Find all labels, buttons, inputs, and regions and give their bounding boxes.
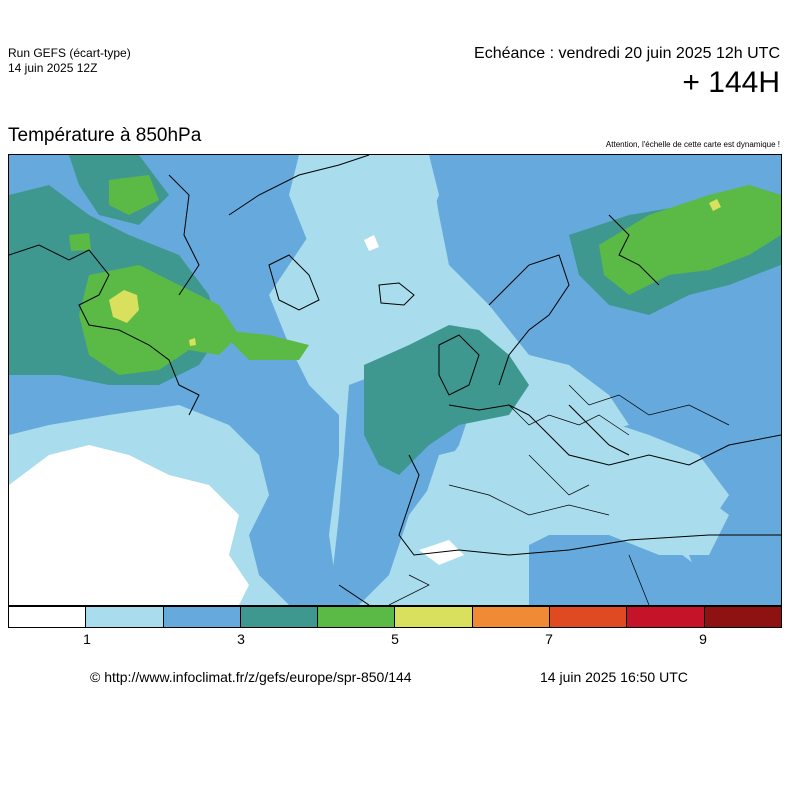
scale-label-1: 1 bbox=[83, 631, 91, 647]
scale-swatch-2 bbox=[163, 607, 241, 627]
scale-swatch-4 bbox=[318, 607, 396, 627]
scale-swatch-9 bbox=[704, 607, 781, 627]
generation-timestamp: 14 juin 2025 16:50 UTC bbox=[540, 669, 688, 685]
weather-map[interactable] bbox=[8, 154, 782, 606]
lead-time: + 144H bbox=[682, 66, 780, 99]
run-date: 14 juin 2025 12Z bbox=[8, 61, 98, 75]
scale-swatch-1 bbox=[86, 607, 164, 627]
scale-swatch-8 bbox=[627, 607, 705, 627]
color-scale-bar bbox=[8, 606, 782, 628]
map-parameter-title: Température à 850hPa bbox=[8, 125, 202, 146]
scale-label-5: 5 bbox=[391, 631, 399, 647]
scale-swatch-5 bbox=[395, 607, 473, 627]
coastlines bbox=[9, 155, 781, 605]
spread-field bbox=[9, 155, 781, 605]
scale-swatch-7 bbox=[550, 607, 628, 627]
scale-label-7: 7 bbox=[545, 631, 553, 647]
spread-band-5-6 bbox=[109, 199, 721, 346]
scale-swatch-0 bbox=[9, 607, 87, 627]
scale-label-3: 3 bbox=[237, 631, 245, 647]
dynamic-scale-warning: Attention, l'échelle de cette carte est … bbox=[605, 140, 780, 149]
source-link[interactable]: © http://www.infoclimat.fr/z/gefs/europe… bbox=[90, 669, 412, 685]
scale-label-9: 9 bbox=[699, 631, 707, 647]
run-title: Run GEFS (écart-type) bbox=[8, 46, 131, 60]
country-borders bbox=[388, 384, 730, 605]
spread-band-lt1 bbox=[9, 235, 464, 605]
forecast-valid-time: Echéance : vendredi 20 juin 2025 12h UTC bbox=[474, 45, 780, 62]
scale-swatch-3 bbox=[240, 607, 319, 627]
spread-band-4-5 bbox=[69, 175, 781, 375]
scale-swatch-6 bbox=[472, 607, 551, 627]
